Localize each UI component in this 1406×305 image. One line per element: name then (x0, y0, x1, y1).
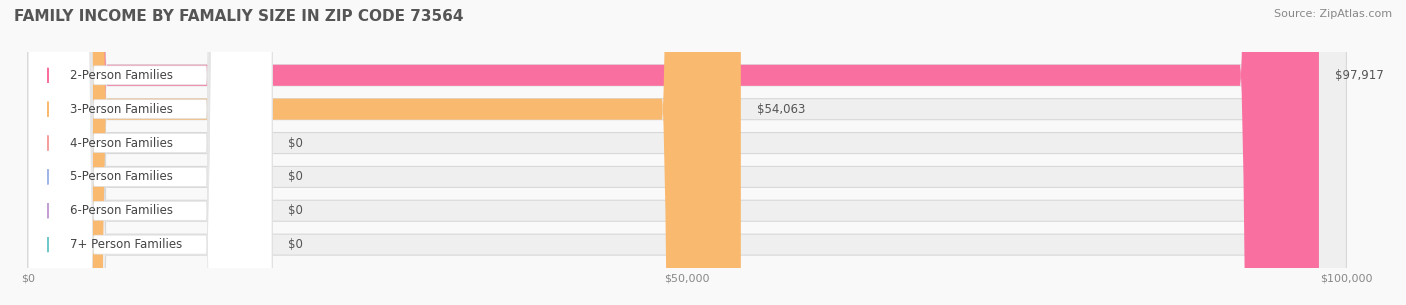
Text: $0: $0 (288, 137, 302, 149)
FancyBboxPatch shape (28, 0, 271, 305)
FancyBboxPatch shape (28, 0, 271, 305)
Text: 4-Person Families: 4-Person Families (70, 137, 173, 149)
FancyBboxPatch shape (28, 0, 1347, 305)
FancyBboxPatch shape (28, 0, 271, 305)
Text: 6-Person Families: 6-Person Families (70, 204, 173, 217)
FancyBboxPatch shape (28, 0, 1347, 305)
Text: $97,917: $97,917 (1334, 69, 1384, 82)
Text: $0: $0 (288, 204, 302, 217)
Text: 7+ Person Families: 7+ Person Families (70, 238, 183, 251)
Text: $0: $0 (288, 170, 302, 183)
Text: Source: ZipAtlas.com: Source: ZipAtlas.com (1274, 9, 1392, 19)
FancyBboxPatch shape (28, 0, 271, 305)
Text: FAMILY INCOME BY FAMALIY SIZE IN ZIP CODE 73564: FAMILY INCOME BY FAMALIY SIZE IN ZIP COD… (14, 9, 464, 24)
FancyBboxPatch shape (28, 0, 271, 305)
FancyBboxPatch shape (28, 0, 1347, 305)
Text: $0: $0 (288, 238, 302, 251)
FancyBboxPatch shape (28, 0, 1347, 305)
FancyBboxPatch shape (28, 0, 1319, 305)
Text: $54,063: $54,063 (756, 103, 806, 116)
Text: 5-Person Families: 5-Person Families (70, 170, 173, 183)
Text: 2-Person Families: 2-Person Families (70, 69, 173, 82)
FancyBboxPatch shape (28, 0, 1347, 305)
Text: 3-Person Families: 3-Person Families (70, 103, 173, 116)
FancyBboxPatch shape (28, 0, 271, 305)
FancyBboxPatch shape (28, 0, 1347, 305)
FancyBboxPatch shape (28, 0, 741, 305)
